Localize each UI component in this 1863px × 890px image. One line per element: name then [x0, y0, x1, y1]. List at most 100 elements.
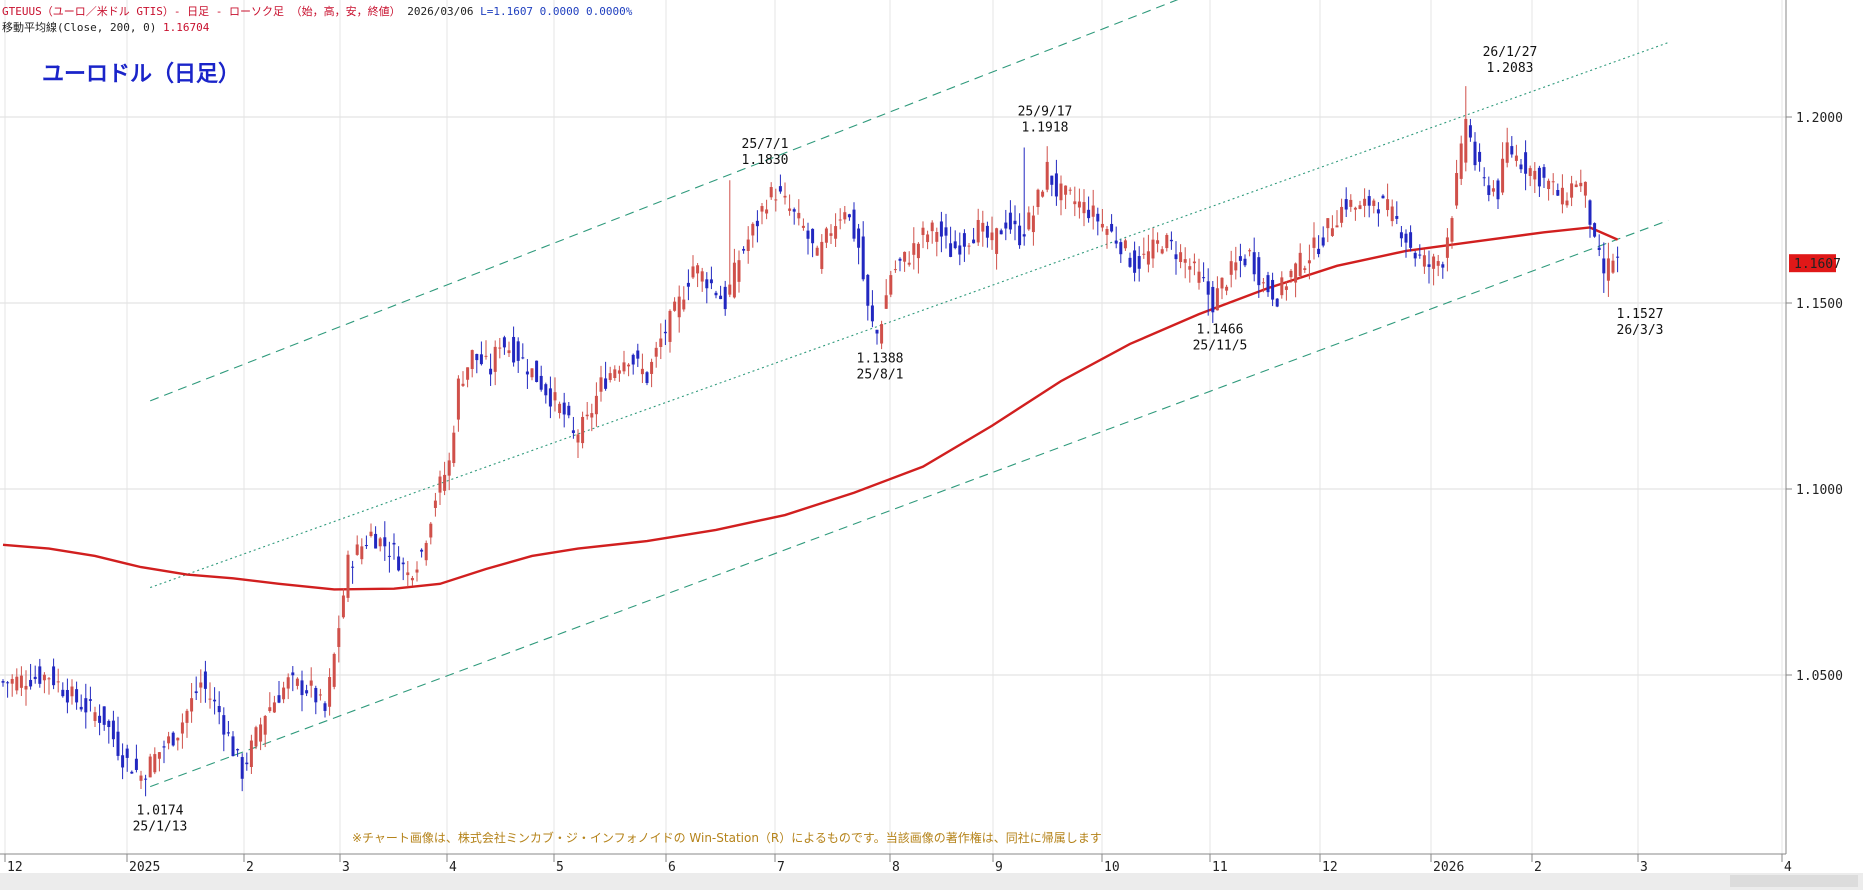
candle-bull — [893, 269, 897, 271]
candle-bull — [1422, 255, 1426, 267]
channel-line-dotted — [150, 42, 1669, 589]
y-tick-label: 1.0500 — [1796, 669, 1843, 684]
x-tick-label: 3 — [342, 860, 350, 875]
candle-bear — [1524, 152, 1528, 174]
candle-bear — [364, 545, 368, 547]
candle-bear — [79, 706, 83, 710]
candle-bear — [958, 245, 962, 255]
candle-bear — [866, 274, 870, 306]
candle-bear — [705, 279, 709, 289]
candle-bull — [318, 694, 322, 696]
candle-bull — [916, 243, 920, 259]
x-tick-label: 2025 — [129, 860, 160, 875]
last-price-label: 1.1607 — [1794, 257, 1841, 272]
candle-bull — [24, 685, 28, 690]
candle-bear — [217, 706, 221, 713]
candle-bear — [1087, 209, 1091, 219]
candle-bull — [1179, 252, 1183, 263]
candle-bear — [171, 732, 175, 746]
candle-bull — [337, 628, 341, 647]
grid — [0, 0, 1786, 854]
candle-bull — [1041, 191, 1045, 197]
candle-bull — [282, 687, 286, 700]
candle-bull — [746, 239, 750, 251]
candle-bull — [677, 296, 681, 318]
candle-bear — [1593, 223, 1597, 237]
candle-bull — [1560, 187, 1564, 205]
channel-line-dashed — [150, 219, 1669, 788]
candle-bear — [1022, 234, 1026, 237]
candle-bear — [1395, 216, 1399, 219]
candle-bear — [1487, 185, 1491, 196]
candle-bull — [1123, 240, 1127, 249]
candle-bear — [479, 354, 483, 365]
candle-bear — [236, 749, 240, 751]
candle-bull — [70, 686, 74, 697]
candle-bull — [1340, 206, 1344, 223]
ma-value: 1.16704 — [162, 21, 210, 34]
candle-bull — [594, 395, 598, 415]
candle-bull — [1358, 205, 1362, 209]
candle-bull — [1330, 228, 1334, 236]
candle-bull — [553, 392, 557, 401]
candle-bull — [1514, 155, 1518, 161]
candle-bull — [1073, 201, 1077, 205]
candle-bear — [875, 329, 879, 334]
y-tick-label: 1.2000 — [1796, 111, 1843, 126]
candle-bull — [843, 212, 847, 220]
candle-bull — [47, 678, 51, 680]
candle-bear — [1206, 281, 1210, 295]
scroll-thumb — [1730, 875, 1858, 887]
candle-bull — [139, 775, 143, 781]
candle-bear — [387, 555, 391, 557]
annotation-line1: 25/7/1 — [742, 137, 789, 152]
candle-bear — [521, 357, 525, 359]
candle-bear — [1537, 167, 1541, 187]
candle-bear — [33, 676, 37, 680]
candle-bull — [1501, 158, 1505, 193]
candle-bull — [834, 226, 838, 239]
candle-bear — [1376, 209, 1380, 214]
candle-bear — [1169, 239, 1173, 242]
candle-bull — [249, 740, 253, 767]
candle-bull — [157, 752, 161, 759]
candle-bear — [636, 350, 640, 359]
candle-bear — [604, 378, 608, 389]
candle-bull — [1326, 218, 1330, 229]
candle-bull — [433, 500, 437, 508]
candle-bull — [456, 378, 460, 420]
candle-bull — [415, 569, 419, 573]
x-tick-label: 11 — [1212, 860, 1228, 875]
candle-bull — [1091, 205, 1095, 217]
candle-bear — [231, 736, 235, 757]
candle-bull — [1160, 249, 1164, 254]
candle-bear — [852, 209, 856, 239]
candle-bear — [245, 762, 249, 765]
candle-bull — [728, 284, 732, 295]
candle-bull — [622, 362, 626, 372]
candle-bull — [576, 434, 580, 443]
candle-bear — [1119, 242, 1123, 255]
candle-bear — [1588, 200, 1592, 225]
candle-bull — [1363, 198, 1367, 206]
candle-bear — [300, 680, 304, 696]
candle-bull — [180, 722, 184, 734]
candle-bear — [84, 698, 88, 713]
annotation-line2: 25/8/1 — [857, 368, 904, 383]
candle-bear — [1137, 256, 1141, 269]
annotation-line2: 1.1918 — [1022, 121, 1069, 136]
candle-bull — [1146, 251, 1150, 265]
candle-bear — [939, 221, 943, 237]
candle-bear — [226, 732, 230, 734]
candle-bear — [999, 230, 1003, 235]
candle-bull — [691, 266, 695, 278]
candle-bull — [673, 301, 677, 311]
candle-bull — [424, 542, 428, 561]
candle-bear — [240, 757, 244, 779]
candle-bear — [1413, 252, 1417, 259]
candle-bear — [1054, 173, 1058, 197]
candle-bear — [401, 562, 405, 565]
candle-bear — [861, 236, 865, 280]
candle-bear — [489, 368, 493, 375]
